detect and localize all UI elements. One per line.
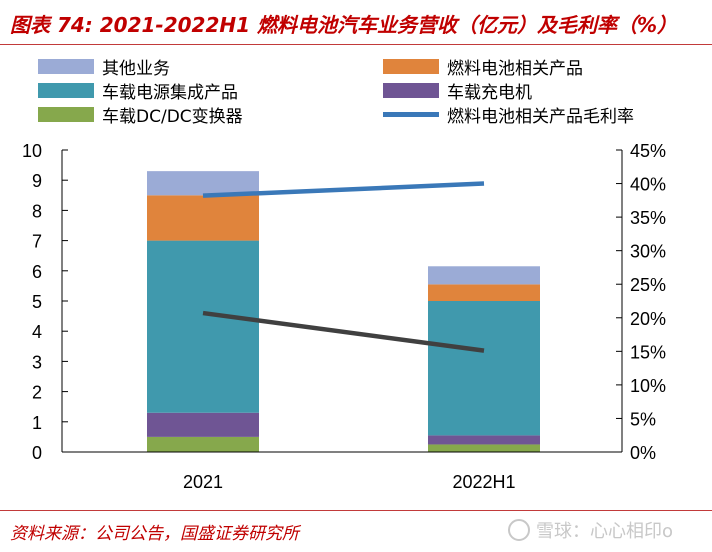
bar-segment xyxy=(428,435,540,445)
legend-line-swatch xyxy=(383,111,439,117)
y-tick-label: 3 xyxy=(32,352,42,372)
y2-tick-label: 45% xyxy=(630,141,666,161)
source-note: 资料来源：公司公告，国盛证券研究所 xyxy=(10,524,299,544)
footer-rule xyxy=(0,510,712,511)
legend-swatch xyxy=(38,58,94,74)
y2-tick-label: 25% xyxy=(630,275,666,295)
y2-tick-label: 5% xyxy=(630,409,656,429)
y2-tick-label: 15% xyxy=(630,342,666,362)
y-tick-label: 0 xyxy=(32,443,42,463)
y2-tick-label: 35% xyxy=(630,208,666,228)
y-tick-label: 5 xyxy=(32,292,42,312)
legend-item-fuel-cell-products: 燃料电池相关产品 xyxy=(383,54,583,79)
x-tick-label: 2021 xyxy=(183,472,223,492)
y-tick-label: 1 xyxy=(32,413,42,433)
y2-tick-label: 20% xyxy=(630,309,666,329)
y-tick-label: 7 xyxy=(32,232,42,252)
y2-tick-label: 10% xyxy=(630,376,666,396)
y-tick-label: 6 xyxy=(32,262,42,282)
bar-segment xyxy=(428,266,540,285)
bar-segment xyxy=(428,284,540,301)
y-tick-label: 2 xyxy=(32,383,42,403)
gross-margin-line xyxy=(202,181,485,198)
legend-swatch xyxy=(383,58,439,74)
bar-segment xyxy=(147,171,259,196)
y2-tick-label: 40% xyxy=(630,175,666,195)
bar-segment xyxy=(147,240,259,413)
watermark-text: 雪球：心心相印o xyxy=(536,521,674,542)
legend-item-gross-margin: 燃料电池相关产品毛利率 xyxy=(383,102,634,127)
y-tick-label: 10 xyxy=(22,141,42,161)
bar-segment xyxy=(428,301,540,436)
y-tick-label: 4 xyxy=(32,322,42,342)
legend-item-dcdc-converter: 车载DC/DC变换器 xyxy=(38,102,243,127)
bar-segment xyxy=(147,412,259,437)
figure-title: 图表 74: 2021-2022H1 燃料电池汽车业务营收（亿元）及毛利率（%） xyxy=(10,13,678,37)
legend-label: 燃料电池相关产品毛利率 xyxy=(447,106,634,127)
y2-tick-label: 0% xyxy=(630,443,656,463)
legend-item-onboard-charger: 车载充电机 xyxy=(383,78,532,103)
legend-item-power-integration: 车载电源集成产品 xyxy=(38,78,238,103)
legend-swatch xyxy=(38,82,94,98)
title-bar: 图表 74: 2021-2022H1 燃料电池汽车业务营收（亿元）及毛利率（%） xyxy=(0,0,712,45)
legend-label: 车载电源集成产品 xyxy=(102,82,238,103)
legend-item-other: 其他业务 xyxy=(38,54,170,79)
legend-label: 车载充电机 xyxy=(447,82,532,103)
watermark: 雪球：心心相印o xyxy=(508,517,673,543)
bar-segment xyxy=(147,436,259,452)
legend-label: 燃料电池相关产品 xyxy=(447,58,583,79)
x-tick-label: 2022H1 xyxy=(452,472,515,492)
snowball-logo-icon xyxy=(508,519,530,541)
chart-legend: 其他业务 燃料电池相关产品 车载电源集成产品 车载充电机 车载DC/DC变换器 … xyxy=(0,52,712,132)
series-line xyxy=(202,310,485,353)
legend-swatch xyxy=(383,82,439,98)
legend-label: 车载DC/DC变换器 xyxy=(102,106,243,127)
bar-segment xyxy=(147,195,259,241)
y-tick-label: 8 xyxy=(32,201,42,221)
y2-tick-label: 30% xyxy=(630,242,666,262)
legend-swatch xyxy=(38,106,94,122)
legend-label: 其他业务 xyxy=(102,58,170,79)
y-tick-label: 9 xyxy=(32,171,42,191)
bar-segment xyxy=(428,444,540,452)
